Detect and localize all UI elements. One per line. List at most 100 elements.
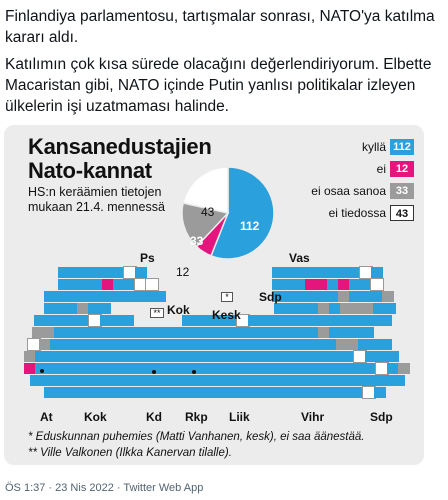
seat [327, 279, 339, 290]
seat [91, 279, 103, 290]
seat [134, 351, 146, 362]
tweet-timestamp[interactable]: ÖS 1:37 · 23 Nis 2022 · Twitter Web App [5, 482, 204, 494]
seat [369, 315, 381, 326]
seat [371, 267, 383, 278]
seat [173, 375, 185, 386]
pie-label-no: 12 [176, 265, 190, 279]
seat [54, 327, 66, 338]
tweet-paragraph-2: Katılımın çok kısa sürede olacağını değe… [5, 56, 432, 115]
pie-slice-dont-know [181, 202, 230, 248]
seat [314, 339, 326, 350]
seat [24, 363, 36, 374]
seat [80, 267, 92, 278]
seat [292, 315, 304, 326]
seat [217, 375, 229, 386]
seat [305, 375, 317, 386]
seat [330, 387, 342, 398]
seat [308, 387, 320, 398]
seat [44, 303, 56, 314]
seat [44, 387, 56, 398]
seat [343, 363, 355, 374]
party-label-kd: Kd [146, 410, 162, 424]
seat [384, 303, 396, 314]
seat [371, 375, 383, 386]
seat [46, 351, 58, 362]
seat [35, 363, 47, 374]
seat [253, 387, 265, 398]
seat [283, 279, 295, 290]
pie-label-unknown: 43 [201, 205, 215, 219]
seat [187, 387, 199, 398]
valkonen-marker: ** [150, 308, 164, 318]
seat [236, 314, 250, 327]
seat [239, 375, 251, 386]
seat [294, 267, 306, 278]
seat [74, 375, 86, 386]
seat [204, 315, 216, 326]
seat [50, 339, 62, 350]
seat [189, 363, 201, 374]
seat [39, 339, 51, 350]
seat [87, 327, 99, 338]
seat [91, 267, 103, 278]
seat [259, 339, 271, 350]
seat [100, 315, 112, 326]
seat [88, 291, 100, 302]
legend-value-dont-know: 33 [390, 183, 414, 199]
seat [24, 351, 36, 362]
parliament-seat-chart [4, 125, 424, 465]
seat [110, 387, 122, 398]
seat [376, 351, 388, 362]
footnote-valkonen: ** Ville Valkonen (Ilkka Kanervan tilall… [28, 447, 232, 459]
seat [228, 375, 240, 386]
seat [118, 375, 130, 386]
seat [299, 351, 311, 362]
seat [336, 339, 348, 350]
seat [277, 351, 289, 362]
seat [362, 386, 376, 399]
seat [90, 351, 102, 362]
seat [197, 327, 209, 338]
seat [327, 291, 339, 302]
seat [46, 363, 58, 374]
seat [303, 315, 315, 326]
seat [294, 291, 306, 302]
pie-label-dont-know: 33 [190, 234, 204, 248]
seat [88, 387, 100, 398]
seat [67, 315, 79, 326]
seat [286, 387, 298, 398]
seat [120, 327, 132, 338]
seat [226, 339, 238, 350]
seat [382, 375, 394, 386]
seat [305, 279, 317, 290]
seat [58, 267, 70, 278]
seat [132, 387, 144, 398]
legend: kyllä 112 ei 12 ei osaa sanoa 33 ei tied… [214, 137, 414, 225]
seat [360, 375, 372, 386]
seat [340, 327, 352, 338]
seat [343, 351, 355, 362]
seat [215, 315, 227, 326]
seat [316, 267, 328, 278]
seat [30, 375, 42, 386]
seat [167, 363, 179, 374]
seat [336, 315, 348, 326]
legend-item-dont-know: ei osaa sanoa 33 [214, 181, 414, 203]
seat [248, 315, 260, 326]
seat [222, 351, 234, 362]
seat [327, 375, 339, 386]
seat [143, 291, 155, 302]
seat [299, 363, 311, 374]
kd-pointer-dot [152, 370, 156, 374]
seat [171, 339, 183, 350]
seat [44, 291, 56, 302]
infographic-subtitle: HS:n keräämien tietojen mukaan 21.4. men… [28, 185, 165, 214]
seat [132, 291, 144, 302]
infographic-image[interactable]: Kansanedustajien Nato-kannat HS:n kerääm… [4, 125, 424, 465]
seat [310, 351, 322, 362]
seat [112, 351, 124, 362]
seat [55, 291, 67, 302]
pie-chart [181, 166, 275, 260]
seat [338, 375, 350, 386]
legend-value-no: 12 [390, 161, 414, 177]
